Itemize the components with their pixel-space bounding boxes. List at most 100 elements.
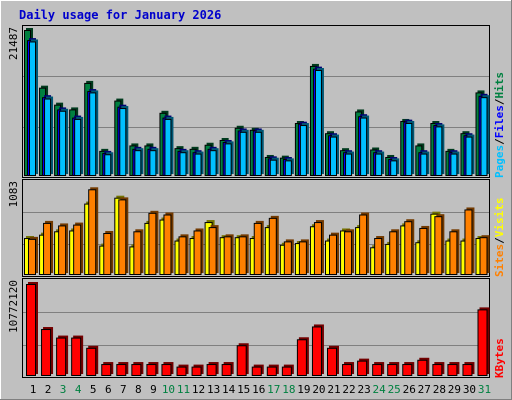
pages-bar-day-22: [345, 153, 353, 176]
sites-bar-day-30: [464, 209, 473, 276]
pages-bar-day-8: [134, 150, 142, 176]
sites-bar-day-22: [344, 231, 353, 275]
sites-bar-day-15: [238, 236, 247, 276]
kbytes-bar-day-25: [387, 364, 398, 377]
legend-kbytes: KBytes: [493, 338, 506, 378]
sites-bar-day-2: [43, 222, 52, 276]
pages-bar-day-5: [89, 92, 97, 176]
kbytes-bar-day-30: [462, 364, 473, 377]
grid-bottom: [23, 312, 489, 346]
kbytes-bar-day-6: [101, 364, 112, 377]
day-label-25: 25: [388, 383, 401, 396]
kbytes-bar-day-7: [116, 364, 127, 377]
sites-bar-day-20: [313, 222, 322, 275]
legend-bottom: KBytes: [493, 338, 506, 378]
day-label-6: 6: [105, 383, 112, 396]
sites-bar-day-29: [449, 231, 458, 275]
pages-bar-day-3: [59, 110, 67, 176]
kbytes-bar-day-1: [26, 284, 36, 376]
sites-bar-day-4: [73, 224, 82, 275]
sites-bar-day-28: [434, 216, 443, 275]
pages-bar-day-13: [209, 150, 217, 176]
day-label-12: 12: [192, 383, 205, 396]
kbytes-bar-day-26: [402, 364, 413, 377]
pages-bar-day-1: [29, 41, 36, 176]
pages-bar-day-21: [330, 136, 337, 176]
day-label-10: 10: [162, 383, 175, 396]
kbytes-bar-day-14: [221, 364, 232, 377]
pages-bar-day-11: [179, 152, 187, 177]
day-label-14: 14: [222, 383, 236, 396]
sites-bar-day-9: [148, 212, 157, 275]
kbytes-bar-day-18: [281, 366, 292, 376]
sites-bar-day-21: [329, 234, 337, 275]
bars-bottom: [26, 282, 490, 377]
bars-middle: [24, 187, 490, 276]
day-label-4: 4: [75, 383, 82, 396]
sites-bar-day-23: [359, 214, 368, 276]
legend-pages: Pages: [493, 145, 506, 178]
kbytes-bar-day-21: [327, 347, 337, 376]
day-label-11: 11: [177, 383, 190, 396]
pages-bar-day-18: [284, 160, 292, 177]
kbytes-bar-day-28: [432, 364, 443, 377]
kbytes-bar-day-8: [131, 364, 142, 377]
sites-bar-day-24: [374, 238, 383, 275]
sites-bar-day-14: [223, 236, 232, 276]
pages-bar-day-30: [465, 136, 473, 176]
legend-sep-3: /: [493, 237, 506, 244]
kbytes-bar-day-3: [56, 337, 67, 376]
day-label-31: 31: [478, 383, 491, 396]
day-label-1: 1: [30, 383, 37, 396]
kbytes-bar-day-29: [447, 364, 458, 377]
kbytes-bar-day-27: [417, 359, 428, 376]
kbytes-bar-day-11: [176, 366, 187, 376]
day-label-21: 21: [327, 383, 340, 396]
kbytes-bar-day-19: [296, 339, 307, 377]
sites-bar-day-6: [103, 232, 112, 276]
kbytes-bar-day-31: [477, 309, 488, 376]
kbytes-bar-day-5: [86, 347, 97, 376]
legend-sep-1: /: [493, 138, 506, 145]
day-label-27: 27: [418, 383, 431, 396]
day-label-2: 2: [45, 383, 52, 396]
day-labels: 1 2 3 4 5 6 7 8 9 10 11 12 13 14 15 16 17 18 19 20 21 22 23 24 2…: [30, 383, 491, 396]
pages-bar-day-15: [239, 131, 247, 176]
sites-bar-day-13: [208, 227, 217, 276]
panel-bottom-frame: [22, 278, 490, 378]
pages-bar-day-26: [405, 123, 413, 176]
sites-bar-day-19: [298, 241, 307, 276]
kbytes-bar-day-23: [357, 360, 368, 377]
pages-bar-day-14: [224, 143, 232, 177]
kbytes-bar-day-15: [236, 345, 247, 377]
sites-bar-day-26: [404, 221, 413, 275]
pages-bar-day-7: [119, 108, 127, 176]
kbytes-bar-day-24: [372, 364, 383, 377]
pages-bar-day-29: [450, 153, 458, 176]
legend-sep-2: /: [493, 98, 506, 105]
pages-bar-day-17: [269, 159, 277, 176]
pages-bar-day-10: [164, 118, 172, 176]
day-label-13: 13: [207, 383, 220, 396]
kbytes-bar-day-9: [146, 364, 157, 377]
day-label-23: 23: [357, 383, 370, 396]
pages-bar-day-4: [74, 118, 82, 176]
day-label-5: 5: [90, 383, 97, 396]
sites-bar-day-16: [253, 222, 262, 276]
kbytes-bar-day-22: [342, 364, 353, 377]
kbytes-bar-day-16: [251, 366, 262, 376]
sites-bar-day-18: [283, 241, 292, 276]
middle-max-label: 1083: [7, 181, 20, 208]
sites-bar-day-25: [389, 231, 398, 275]
sites-bar-day-31: [479, 237, 488, 276]
pages-bar-day-25: [390, 160, 398, 177]
sites-bar-day-10: [163, 214, 172, 276]
sites-bar-day-8: [133, 231, 142, 275]
day-label-18: 18: [282, 383, 295, 396]
pages-bar-day-20: [314, 70, 322, 176]
sites-bar-day-11: [178, 236, 187, 276]
day-label-8: 8: [135, 383, 142, 396]
day-label-9: 9: [150, 383, 157, 396]
pages-bar-day-12: [194, 153, 202, 176]
